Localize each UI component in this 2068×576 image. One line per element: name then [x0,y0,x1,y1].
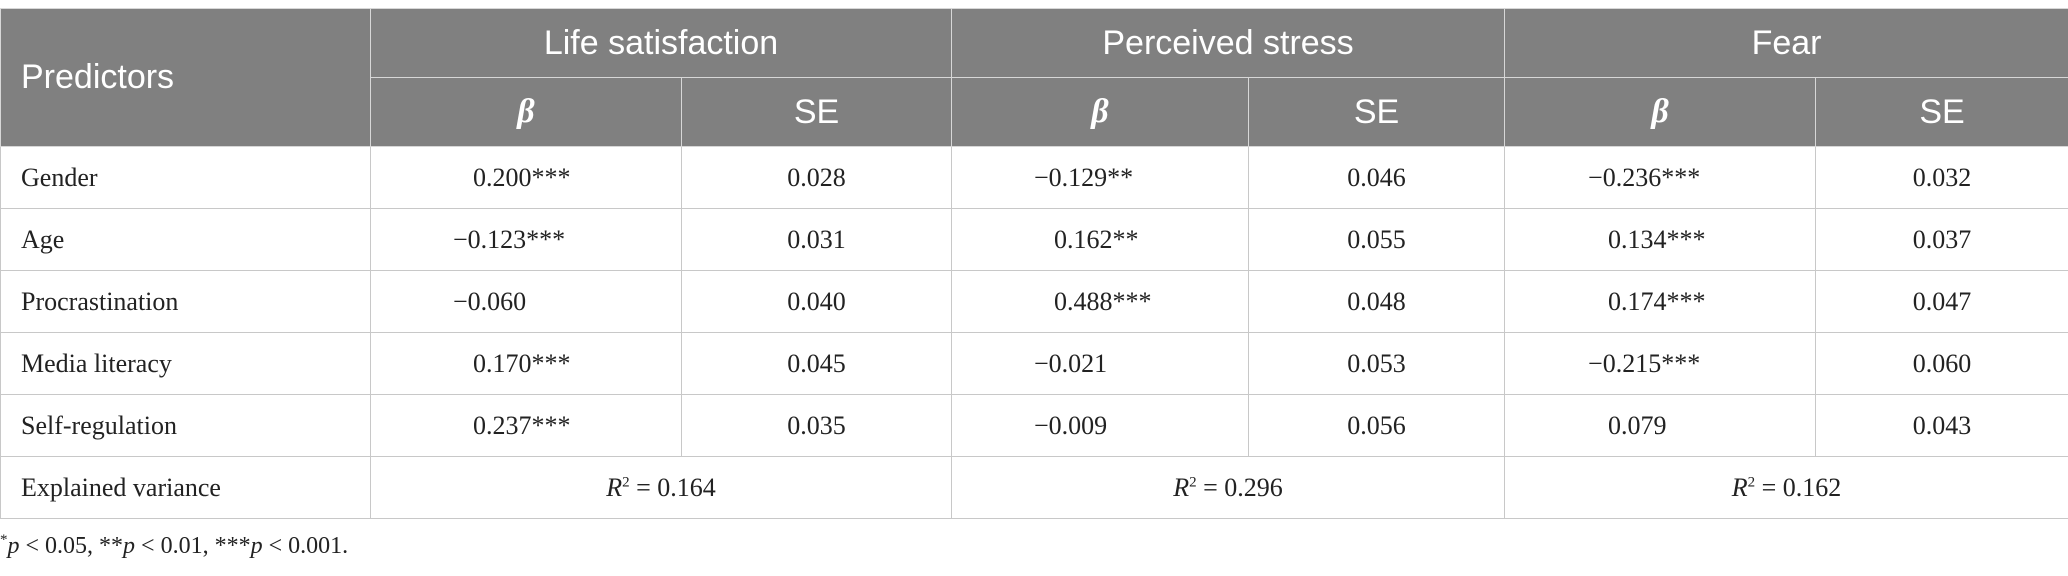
table-row: Self-regulation 0.237*** 0.035 −0.009 0.… [0,394,2068,457]
footnote-p: p [250,533,263,559]
header-beta: β [370,77,682,147]
table-row: Gender 0.200*** 0.028 −0.129** 0.046 −0.… [0,146,2068,209]
r-exponent: 2 [1747,473,1756,490]
row-label: Explained variance [0,456,371,519]
r-squared-value: = 0.296 [1203,472,1283,502]
cell-beta: 0.079 [1504,394,1817,457]
cell-se: 0.028 [680,146,953,209]
cell-beta: −0.021 [951,332,1250,395]
header-life-satisfaction: Life satisfaction [369,8,953,78]
header-row-groups: Predictors Life satisfaction Perceived s… [0,8,2068,147]
cell-beta: 0.170*** [370,332,682,395]
cell-se: 0.031 [680,208,953,271]
table-footnote: *p < 0.05, **p < 0.01, ***p < 0.001. [0,533,348,560]
regression-table-container: Predictors Life satisfaction Perceived s… [0,8,2068,519]
cell-beta: −0.215*** [1504,332,1817,395]
cell-beta: 0.237*** [370,394,682,457]
cell-se: 0.040 [680,270,953,333]
cell-beta: −0.123*** [370,208,682,271]
r-symbol: R [1173,472,1190,502]
table-row: Media literacy 0.170*** 0.045 −0.021 0.0… [0,332,2068,395]
r-exponent: 2 [622,473,630,490]
r-squared-value: = 0.164 [636,472,716,502]
footnote-p: p [7,533,20,559]
footnote-star: * [0,532,8,548]
cell-se: 0.053 [1248,332,1506,395]
cell-se: 0.060 [1815,332,2068,395]
header-se: SE [1248,77,1506,147]
cell-se: 0.047 [1815,270,2068,333]
cell-beta: −0.236*** [1504,146,1817,209]
row-label: Procrastination [0,270,371,333]
cell-beta: 0.174*** [1504,270,1817,333]
footnote-text: < 0.001. [262,533,349,559]
header-se: SE [680,77,953,147]
r-squared-perceived-stress: R2 = 0.296 [951,456,1506,519]
cell-beta: −0.009 [951,394,1250,457]
footnote-text: < 0.05, ** [19,533,124,559]
table-header: Predictors Life satisfaction Perceived s… [0,8,2068,147]
header-beta: β [1504,77,1817,147]
footnote-text: < 0.01, *** [135,533,251,559]
cell-beta: 0.200*** [370,146,682,209]
cell-se: 0.045 [680,332,953,395]
r-squared-life-satisfaction: R2 = 0.164 [369,456,953,519]
header-row-stats: β SE β SE β SE [1,77,2068,147]
explained-variance-row: Explained variance R2 = 0.164 R2 = 0.296… [0,456,2068,519]
r-symbol: R [1731,472,1748,502]
cell-beta: −0.060 [370,270,682,333]
row-label: Self-regulation [0,394,371,457]
cell-se: 0.048 [1248,270,1506,333]
header-perceived-stress: Perceived stress [951,8,1506,78]
cell-se: 0.046 [1248,146,1506,209]
row-label: Gender [0,146,371,209]
footnote-p: p [123,533,136,559]
table-body: Gender 0.200*** 0.028 −0.129** 0.046 −0.… [0,146,2068,519]
regression-table: Predictors Life satisfaction Perceived s… [0,8,2068,519]
r-squared-fear: R2 = 0.162 [1504,456,2068,519]
cell-se: 0.056 [1248,394,1506,457]
header-beta: β [951,77,1250,147]
cell-se: 0.055 [1248,208,1506,271]
cell-se: 0.032 [1815,146,2068,209]
row-label: Age [0,208,371,271]
header-fear: Fear [1504,8,2068,78]
row-label: Media literacy [0,332,371,395]
header-se: SE [1815,77,2068,147]
cell-beta: 0.134*** [1504,208,1817,271]
r-symbol: R [606,472,623,502]
table-row: Procrastination −0.060 0.040 0.488*** 0.… [0,270,2068,333]
cell-se: 0.043 [1815,394,2068,457]
r-squared-value: = 0.162 [1761,472,1842,502]
cell-beta: 0.488*** [951,270,1250,333]
cell-se: 0.037 [1815,208,2068,271]
cell-beta: 0.162** [951,208,1250,271]
cell-beta: −0.129** [951,146,1250,209]
table-row: Age −0.123*** 0.031 0.162** 0.055 0.134*… [0,208,2068,271]
header-predictors: Predictors [0,8,371,147]
cell-se: 0.035 [680,394,953,457]
r-exponent: 2 [1189,473,1197,490]
